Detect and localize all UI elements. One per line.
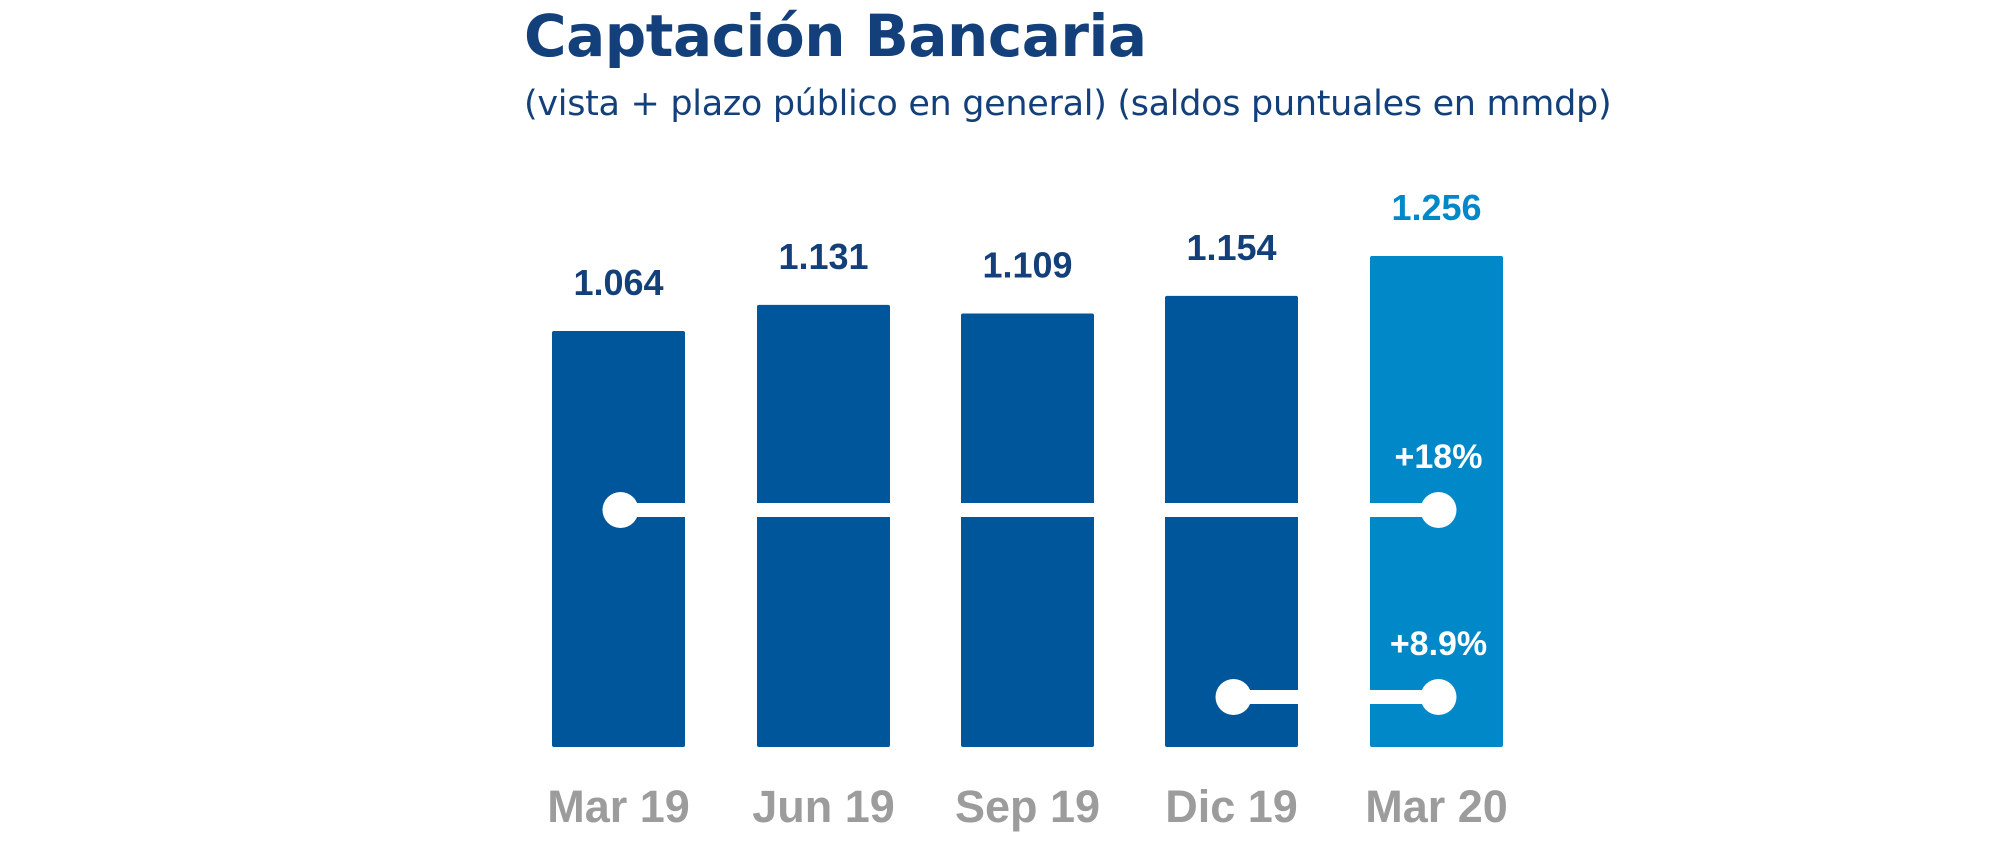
data-label: 1.109 bbox=[982, 244, 1072, 285]
chart-title: Captación Bancaria bbox=[524, 2, 1147, 70]
data-label: 1.154 bbox=[1186, 227, 1276, 268]
chart-subtitle: (vista + plazo público en general) (sald… bbox=[524, 84, 1612, 124]
bar-sep-19 bbox=[961, 313, 1094, 747]
growth-label: +18% bbox=[1395, 438, 1483, 476]
connector-end-dot bbox=[1420, 492, 1457, 528]
x-tick-label: Mar 19 bbox=[547, 781, 690, 832]
growth-label: +8.9% bbox=[1390, 625, 1487, 663]
x-tick-label: Mar 20 bbox=[1365, 781, 1508, 832]
bar-mar-19 bbox=[552, 331, 685, 747]
growth-connector: +8.9% bbox=[1215, 625, 1487, 715]
data-label: 1.064 bbox=[573, 262, 663, 303]
labels-layer: 1.064 Mar 19 1.131 Jun 19 1.109 Sep 19 1.154 Di… bbox=[547, 187, 1508, 832]
connector-start-dot bbox=[1215, 679, 1252, 715]
bar-dic-19 bbox=[1165, 295, 1298, 747]
connector-start-dot bbox=[602, 492, 639, 528]
x-tick-label: Dic 19 bbox=[1165, 781, 1298, 832]
connector-end-dot bbox=[1420, 679, 1457, 715]
x-tick-label: Sep 19 bbox=[955, 781, 1100, 832]
bar-jun-19 bbox=[757, 304, 890, 747]
data-label: 1.256 bbox=[1391, 187, 1481, 228]
x-tick-label: Jun 19 bbox=[752, 781, 895, 832]
connectors-layer: +18% +8.9% bbox=[602, 438, 1487, 715]
growth-connector: +18% bbox=[602, 438, 1483, 528]
bars-layer bbox=[552, 256, 1503, 747]
data-label: 1.131 bbox=[778, 236, 868, 277]
